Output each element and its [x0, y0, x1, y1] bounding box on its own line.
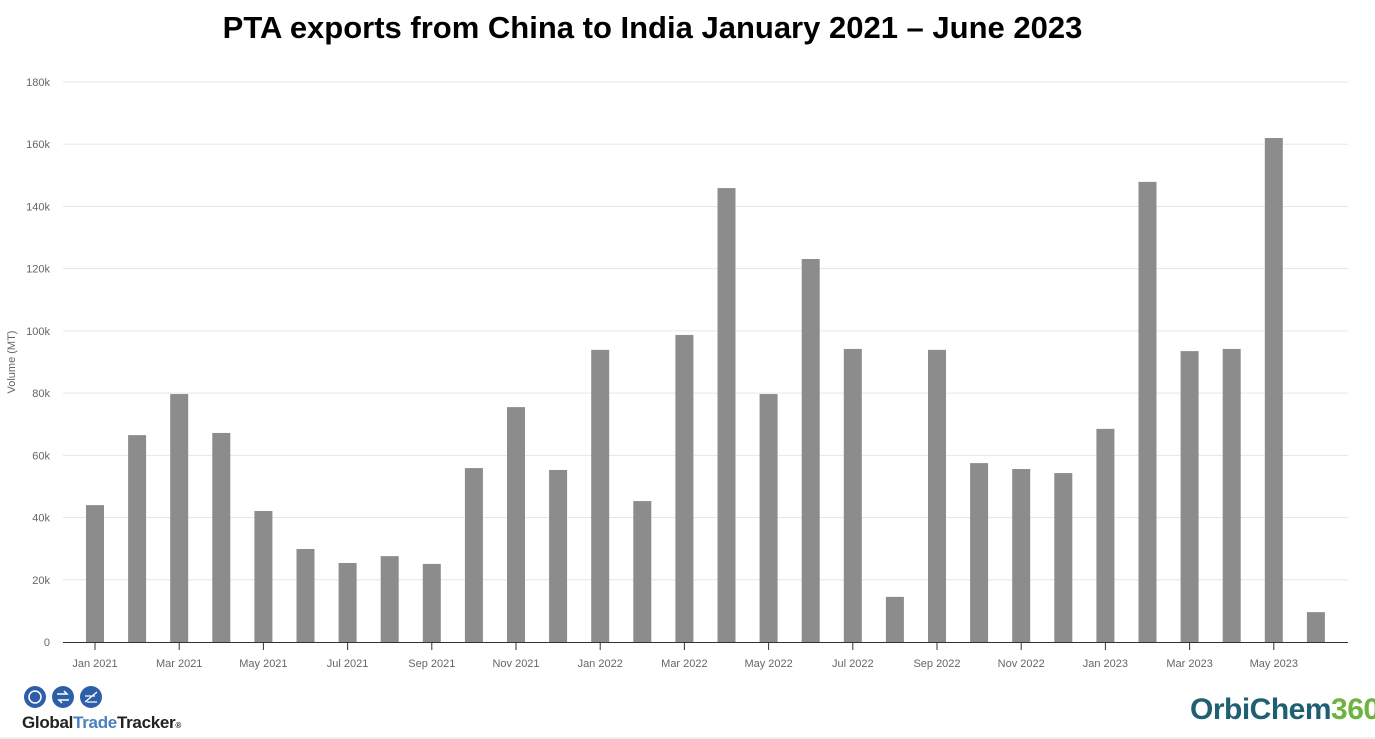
bar-jun-2022: [801, 259, 820, 642]
bar-oct-2022: [970, 463, 989, 642]
x-tick-label: Nov 2021: [492, 658, 539, 670]
bar-jul-2022: [843, 348, 862, 642]
global-trade-tracker-logo-icons: [24, 686, 102, 708]
y-tick-label: 40k: [32, 513, 50, 525]
x-tick-label: Jul 2021: [327, 658, 369, 670]
bar-nov-2021: [507, 407, 525, 642]
bar-dec-2021: [549, 469, 568, 642]
y-tick-label: 120k: [26, 264, 50, 276]
bar-apr-2021: [212, 432, 231, 642]
y-tick-label: 20k: [32, 575, 50, 587]
bar-jun-2021: [296, 548, 315, 642]
bar-feb-2023: [1138, 181, 1157, 642]
y-tick-label: 0: [44, 637, 50, 649]
y-tick-label: 160k: [26, 139, 50, 151]
y-tick-label: 100k: [26, 326, 50, 338]
bar-jun-2023: [1306, 612, 1325, 642]
bar-apr-2023: [1222, 348, 1241, 642]
bar-dec-2022: [1054, 473, 1073, 642]
bar-jan-2022: [591, 349, 610, 642]
y-axis-label: Volume (MT): [6, 331, 18, 394]
bar-mar-2022: [675, 334, 694, 642]
global-trade-tracker-logo: GlobalTradeTracker®: [22, 713, 181, 732]
y-tick-label: 60k: [32, 450, 50, 462]
bar-mar-2023: [1180, 351, 1199, 642]
bar-oct-2021: [464, 468, 483, 642]
bar-jan-2023: [1096, 428, 1115, 642]
x-tick-label: May 2023: [1250, 658, 1298, 670]
x-tick-label: Jan 2023: [1083, 658, 1128, 670]
bar-sep-2022: [928, 349, 946, 642]
x-tick-label: Jan 2021: [72, 658, 117, 670]
bar-feb-2022: [633, 501, 652, 642]
x-tick-label: Sep 2021: [408, 658, 455, 670]
x-tick-label: Jan 2022: [578, 658, 623, 670]
x-tick-label: May 2022: [744, 658, 792, 670]
x-tick-label: Sep 2022: [913, 658, 960, 670]
bar-may-2023: [1264, 138, 1283, 642]
y-tick-label: 140k: [26, 201, 50, 213]
bar-may-2022: [759, 394, 778, 642]
bar-sep-2021: [422, 563, 441, 642]
bar-aug-2021: [380, 556, 399, 642]
x-tick-label: Nov 2022: [998, 658, 1045, 670]
bar-aug-2022: [885, 596, 904, 642]
x-tick-label: Jul 2022: [832, 658, 874, 670]
bar-may-2021: [254, 511, 273, 642]
x-tick-label: Mar 2022: [661, 658, 707, 670]
bar-apr-2022: [717, 188, 736, 643]
divider: [0, 737, 1375, 739]
bar-mar-2021: [170, 394, 189, 642]
bar-jul-2021: [338, 562, 357, 642]
chart-title: PTA exports from China to India January …: [222, 10, 1083, 45]
x-tick-label: Mar 2023: [1166, 658, 1212, 670]
bar-nov-2022: [1012, 469, 1031, 642]
bar-jan-2021: [86, 505, 104, 642]
y-tick-label: 80k: [32, 388, 50, 400]
orbichem360-logo: OrbiChem360: [1190, 693, 1375, 726]
y-tick-label: 180k: [26, 77, 50, 89]
bar-feb-2021: [128, 435, 147, 642]
x-tick-label: May 2021: [239, 658, 287, 670]
x-tick-label: Mar 2021: [156, 658, 202, 670]
